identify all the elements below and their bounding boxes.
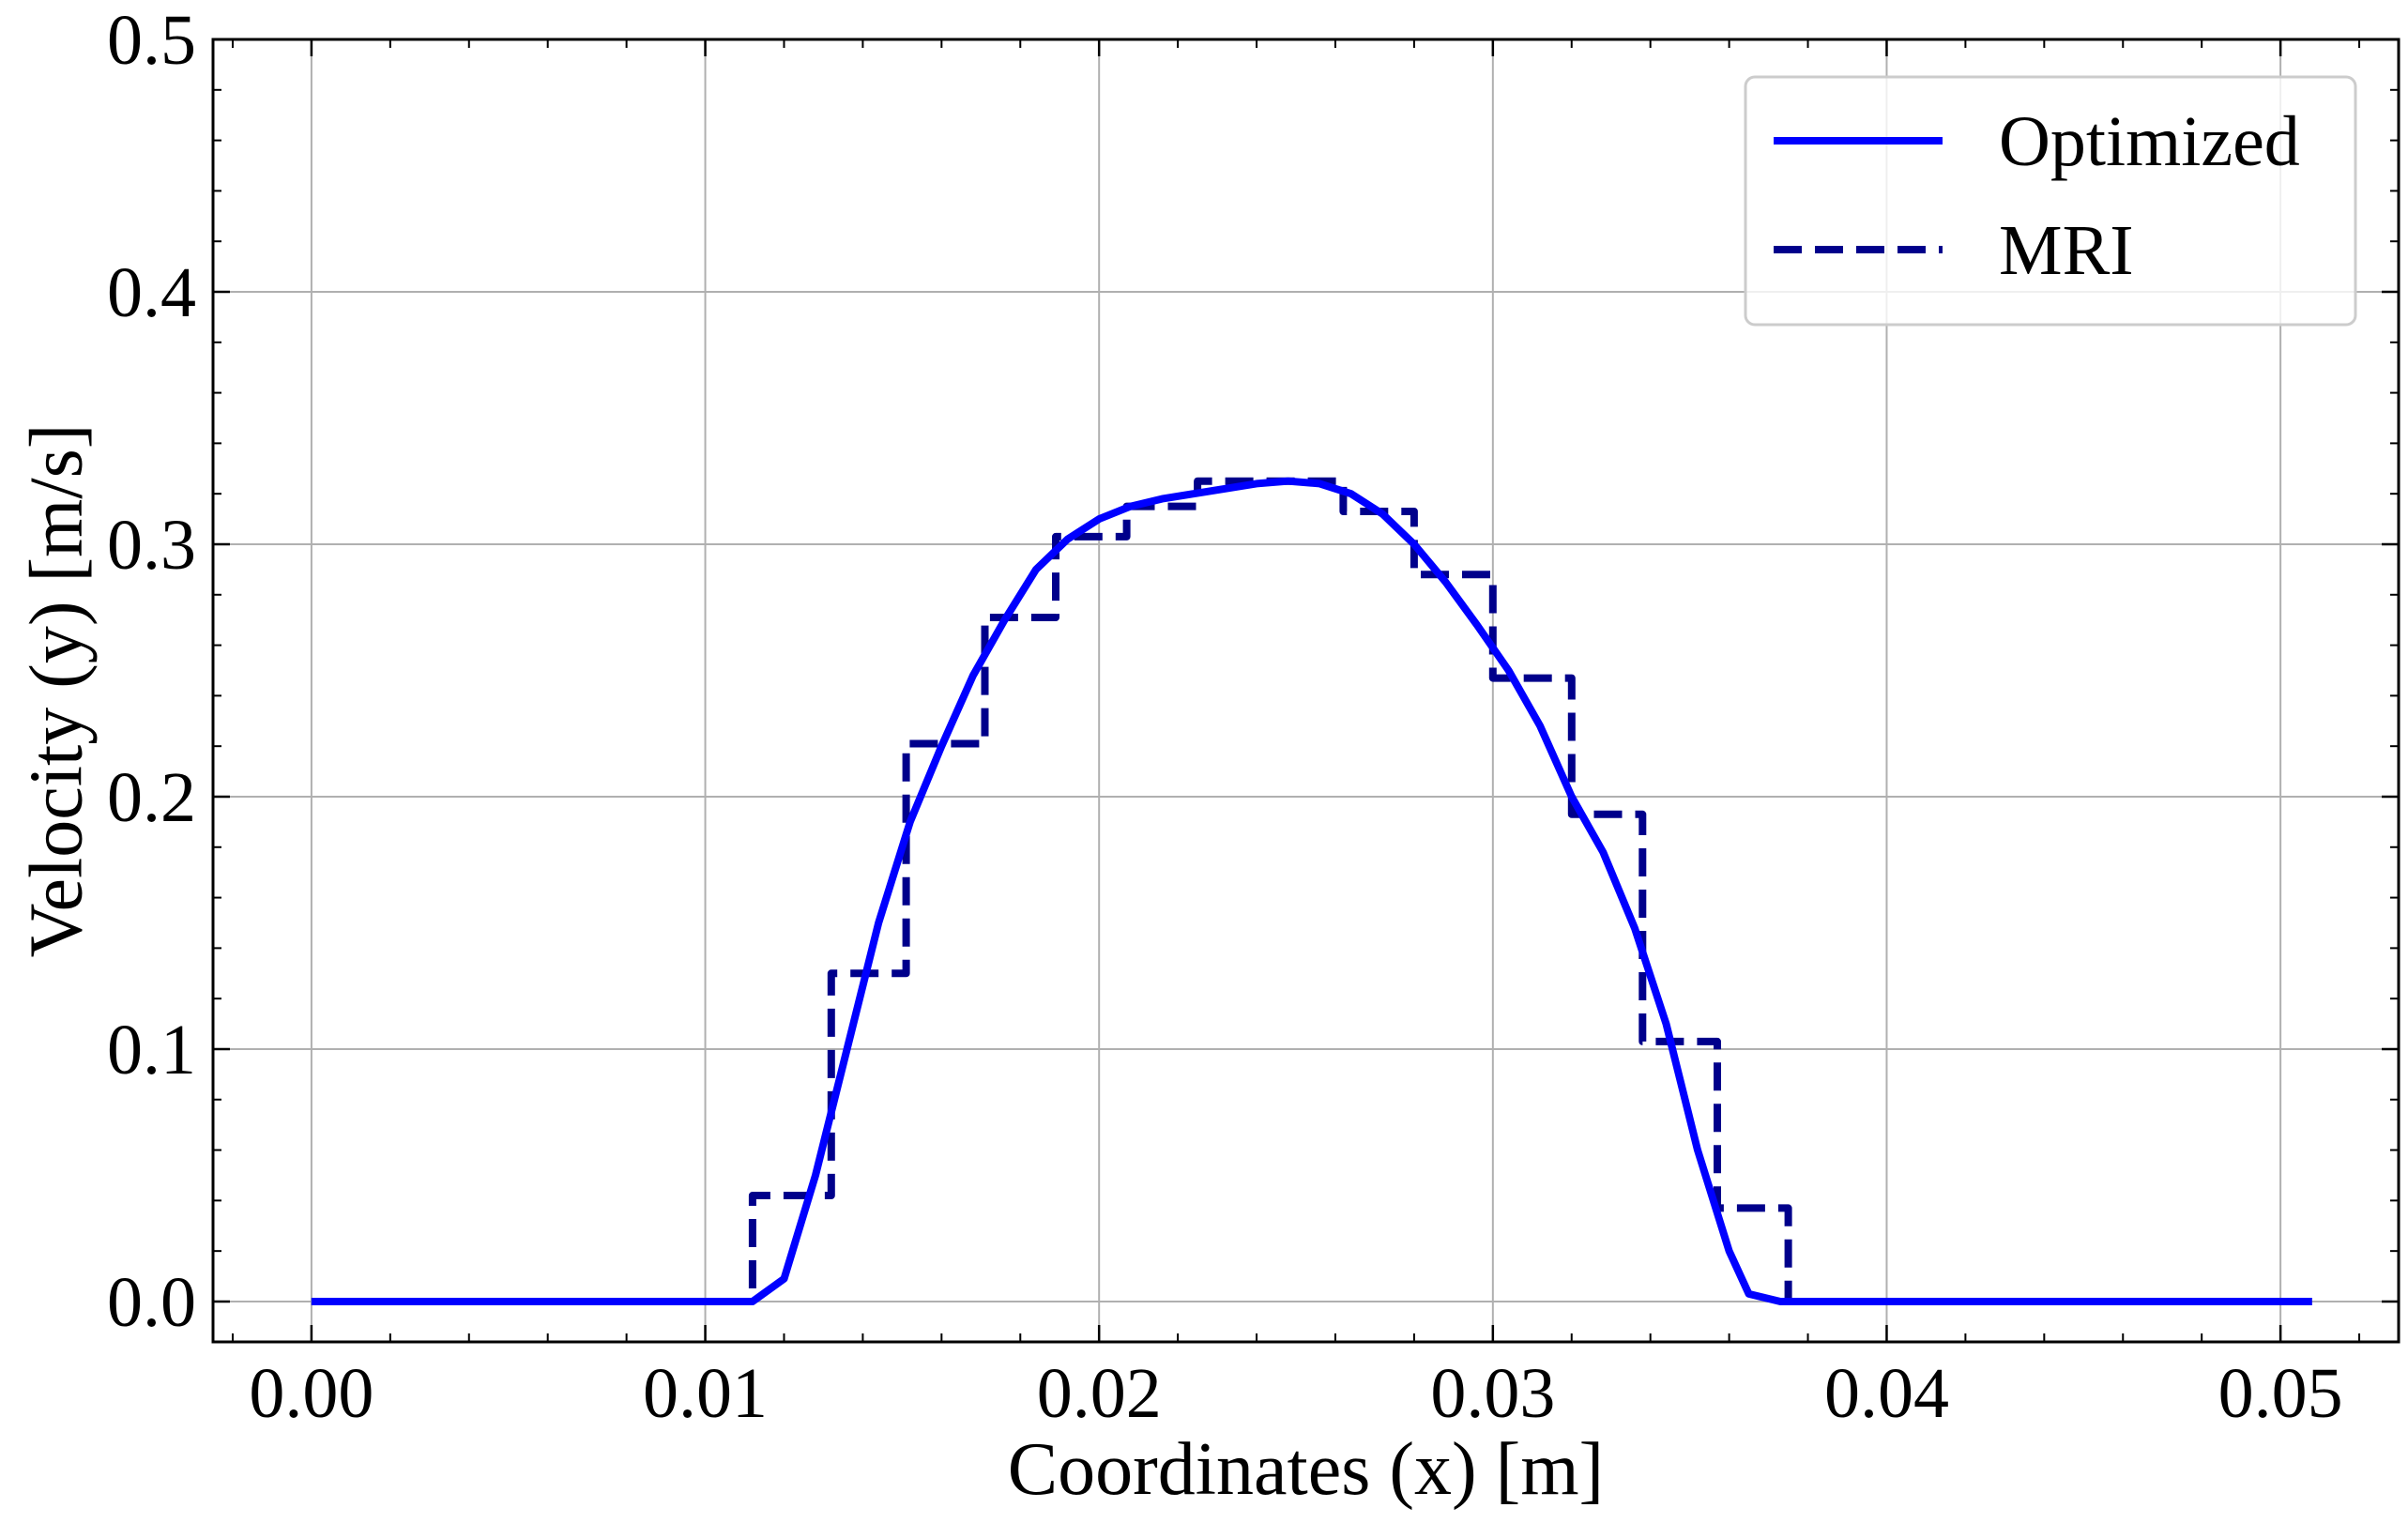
y-tick-label: 0.0 bbox=[107, 1263, 196, 1342]
legend-label-mri: MRI bbox=[1999, 211, 2134, 290]
legend-label-optimized: Optimized bbox=[1999, 102, 2300, 181]
series-line-mri bbox=[311, 477, 2312, 1305]
x-axis-label: Coordinates (x) [m] bbox=[1008, 1428, 1604, 1511]
y-tick-label: 0.3 bbox=[107, 506, 196, 585]
y-tick-label: 0.2 bbox=[107, 758, 196, 837]
legend: Optimized MRI bbox=[1744, 75, 2357, 327]
x-tick-label: 0.05 bbox=[2218, 1354, 2343, 1433]
x-tick-label: 0.01 bbox=[643, 1354, 768, 1433]
tick-labels: 0.00 0.01 0.02 0.03 0.04 0.05 0.0 0.1 0.2 0.3 0.4 0… bbox=[107, 1, 2343, 1433]
series-line-optimized bbox=[311, 477, 2312, 1305]
y-axis-label: Velocity (y) [m/s] bbox=[15, 424, 98, 958]
series-layer bbox=[311, 477, 2312, 1305]
x-tick-label: 0.02 bbox=[1037, 1354, 1162, 1433]
ticks bbox=[213, 38, 2399, 1342]
x-tick-label: 0.00 bbox=[249, 1354, 373, 1433]
x-tick-label: 0.03 bbox=[1430, 1354, 1555, 1433]
y-tick-label: 0.5 bbox=[107, 1, 196, 80]
y-tick-label: 0.4 bbox=[107, 253, 196, 332]
y-tick-label: 0.1 bbox=[107, 1011, 196, 1089]
plot-frame bbox=[211, 38, 2400, 1344]
x-tick-label: 0.04 bbox=[1824, 1354, 1949, 1433]
